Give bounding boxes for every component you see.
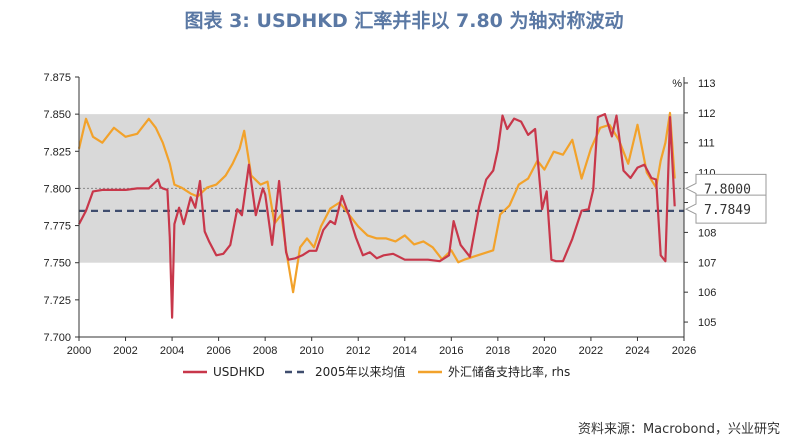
y-tick-label: 7.775 [43, 221, 71, 233]
y2-tick-label: 113 [698, 78, 716, 90]
x-tick-label: 2024 [625, 345, 649, 357]
y-tick-label: 7.850 [43, 109, 71, 121]
y2-tick-label: 106 [698, 287, 716, 299]
y-tick-label: 7.700 [43, 332, 71, 344]
chart-title: 图表 3: USDHKD 汇率并非以 7.80 为轴对称波动 [184, 10, 624, 32]
y2-tick-label: 112 [698, 108, 716, 120]
y-tick-label: 7.825 [43, 146, 71, 158]
x-tick-label: 2010 [299, 345, 323, 357]
y-tick-label: 7.875 [43, 72, 71, 84]
callout-mean-box [684, 194, 767, 224]
x-tick-label: 2022 [579, 345, 603, 357]
x-tick-label: 2018 [486, 345, 510, 357]
y-tick-label: 7.750 [43, 258, 71, 270]
y-tick-label: 7.725 [43, 295, 71, 307]
x-tick-label: 2012 [346, 345, 370, 357]
legend-mean-text: 2005年以来均值 [315, 364, 406, 379]
x-tick-label: 2004 [160, 345, 184, 357]
x-tick-label: 2016 [439, 345, 463, 357]
y2-tick-label: 108 [698, 227, 716, 239]
y2-tick-label: 105 [698, 317, 716, 329]
x-tick-label: 2008 [253, 345, 277, 357]
callouts: 7.8000 7.7849 [684, 173, 767, 224]
legend: USDHKD 2005年以来均值 外汇储备支持比率, rhs [183, 364, 570, 379]
source-note: 资料来源：Macrobond，兴业研究 [577, 422, 780, 437]
axes: 7.700 7.725 7.750 7.775 7.800 7.825 7.850 7.875… [43, 72, 716, 357]
y-tick-label: 7.800 [43, 183, 71, 195]
legend-usdhkd-text: USDHKD [213, 365, 265, 379]
x-tick-label: 2000 [67, 345, 91, 357]
callout-peg-label: 7.8000 [704, 182, 751, 197]
series-usdhkd-line [78, 112, 676, 319]
x-tick-label: 2020 [532, 345, 556, 357]
series-layer [77, 111, 676, 319]
y2-unit-label: % [672, 78, 682, 90]
y2-tick-label: 111 [698, 138, 715, 150]
x-tick-label: 2002 [113, 345, 137, 357]
callout-mean-label: 7.7849 [704, 203, 751, 218]
series-reserve-ratio-line [77, 111, 676, 294]
legend-ratio-text: 外汇储备支持比率, rhs [448, 364, 570, 379]
x-tick-label: 2026 [672, 345, 696, 357]
y2-tick-label: 107 [698, 257, 716, 269]
x-tick-label: 2014 [393, 345, 417, 357]
x-tick-label: 2006 [206, 345, 230, 357]
